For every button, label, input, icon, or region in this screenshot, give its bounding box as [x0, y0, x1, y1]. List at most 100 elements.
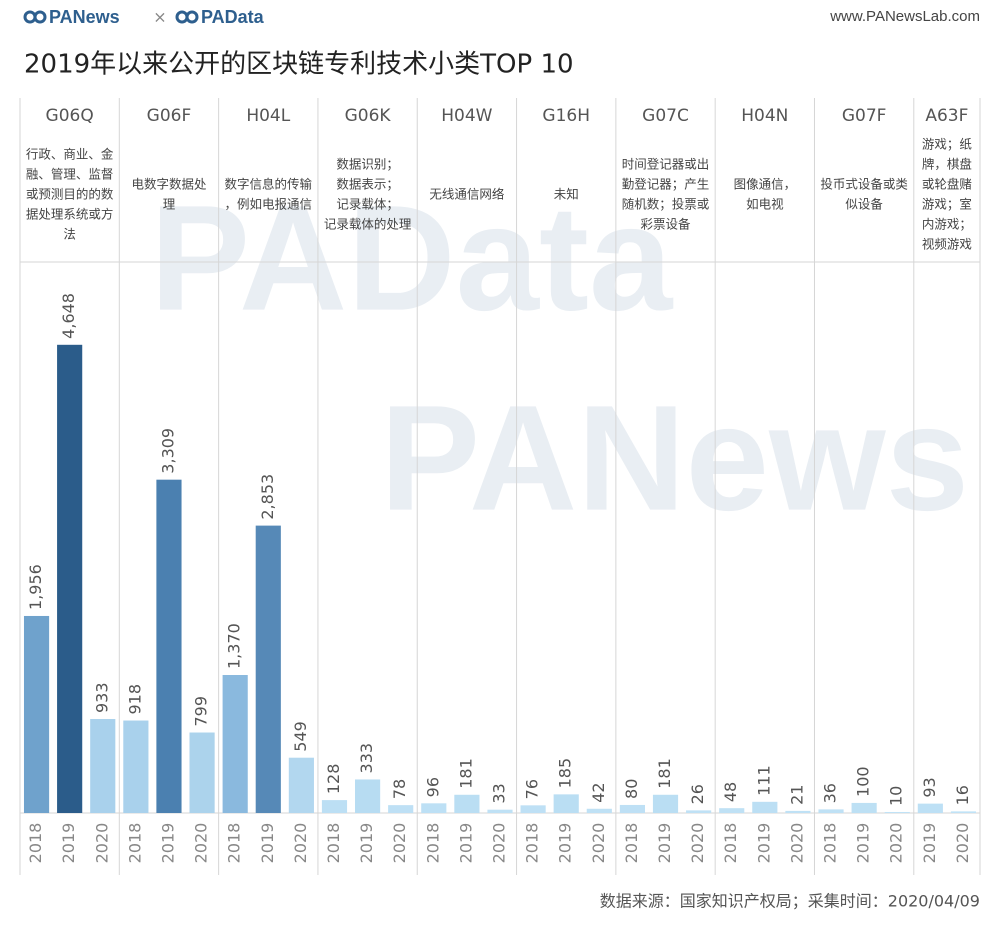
bar [123, 720, 149, 813]
x-tick-label: 2019 [59, 823, 78, 864]
panel-description: 无线通信网络 [429, 187, 505, 202]
bar [586, 808, 612, 813]
x-tick-label: 2019 [258, 823, 277, 864]
panel-description: 勤登记器；产生 [622, 177, 710, 192]
bar [553, 794, 579, 813]
bar [288, 757, 314, 813]
bar [917, 803, 943, 813]
logo-separator: × [153, 8, 166, 27]
x-tick-label: 2019 [655, 823, 674, 864]
panel-code: H04N [741, 106, 788, 126]
value-label: 48 [721, 782, 740, 802]
x-tick-label: 2018 [721, 823, 740, 864]
value-label: 549 [291, 721, 310, 752]
panel-code: H04L [246, 106, 290, 126]
value-label: 1,956 [26, 564, 45, 610]
panel-description: 或预测目的的数 [26, 187, 114, 202]
panel-description: 牌，棋盘 [922, 157, 972, 172]
value-label: 181 [655, 758, 674, 789]
value-label: 185 [556, 758, 575, 789]
panel-code: G07F [842, 106, 887, 126]
x-tick-label: 2020 [787, 823, 806, 864]
value-label: 111 [754, 765, 773, 796]
x-tick-label: 2020 [92, 823, 111, 864]
x-tick-label: 2020 [192, 823, 211, 864]
panel-description: ，例如电报通信 [225, 197, 313, 212]
value-label: 33 [490, 783, 509, 803]
value-label: 80 [622, 779, 641, 799]
bar [421, 803, 447, 813]
value-label: 181 [456, 758, 475, 789]
value-label: 333 [357, 743, 376, 774]
bar [23, 615, 50, 813]
chart-title: 2019年以来公开的区块链专利技术小类TOP 10 [24, 50, 574, 80]
panel-description: 记录载体； [336, 197, 399, 212]
value-label: 128 [324, 764, 343, 795]
bar [652, 794, 679, 813]
panel-description: 似设备 [845, 197, 883, 212]
x-tick-label: 2018 [622, 823, 641, 864]
value-label: 16 [953, 785, 972, 805]
x-tick-label: 2020 [887, 823, 906, 864]
value-label: 3,309 [158, 428, 177, 474]
panel-description: 数字信息的传输 [225, 177, 313, 192]
panel-description: 行政、商业、金 [26, 147, 114, 162]
x-tick-label: 2020 [953, 823, 972, 864]
panel-description: 或轮盘赌 [922, 177, 972, 192]
panel-description: 电数字数据处 [131, 177, 207, 192]
x-tick-label: 2020 [291, 823, 310, 864]
value-label: 100 [854, 766, 873, 797]
panel-description: 随机数；投票或 [622, 197, 710, 212]
bar [90, 719, 116, 813]
x-tick-label: 2018 [523, 823, 542, 864]
bar [619, 804, 645, 813]
x-tick-label: 2019 [357, 823, 376, 864]
panel-code: G07C [642, 106, 689, 126]
x-tick-label: 2018 [225, 823, 244, 864]
x-tick-label: 2019 [556, 823, 575, 864]
watermark: PANews [380, 374, 969, 542]
value-label: 918 [125, 684, 144, 715]
value-label: 78 [390, 779, 409, 799]
bar [57, 344, 83, 813]
x-tick-label: 2018 [821, 823, 840, 864]
panel-code: H04W [441, 106, 492, 126]
bar [255, 525, 281, 813]
panel-description: 时间登记器或出 [622, 157, 710, 172]
value-label: 933 [92, 682, 111, 713]
panel-description: 彩票设备 [641, 217, 692, 232]
value-label: 96 [423, 777, 442, 797]
panel-description: 投币式设备或类 [820, 177, 908, 192]
x-tick-label: 2019 [920, 823, 939, 864]
value-label: 36 [821, 783, 840, 803]
url: www.PANewsLab.com [829, 8, 980, 25]
panel-description: 游戏；室 [922, 197, 972, 212]
value-label: 42 [589, 782, 608, 802]
panel-description: 图像通信， [734, 177, 797, 192]
bar [785, 810, 811, 813]
logo-right-icon [175, 10, 199, 24]
bar [189, 732, 215, 813]
panel-description: 据处理系统或方 [26, 207, 114, 222]
bar [719, 808, 745, 813]
watermark: PAData [150, 174, 674, 342]
panel-code: A63F [925, 106, 968, 126]
bar [520, 805, 546, 813]
panel-description: 理 [163, 197, 176, 212]
x-tick-label: 2018 [125, 823, 144, 864]
logo-left-icon [23, 10, 47, 24]
panel-code: G06K [345, 106, 392, 126]
bar [752, 801, 778, 813]
bar [487, 809, 513, 813]
x-tick-label: 2020 [390, 823, 409, 864]
bar [884, 811, 910, 813]
bar [321, 800, 348, 813]
bar [156, 479, 182, 813]
panel-description: 数据表示； [336, 177, 399, 192]
bar [454, 794, 480, 813]
x-tick-label: 2020 [688, 823, 707, 864]
panel-description: 数据识别； [336, 157, 399, 172]
bar [222, 674, 248, 813]
panel-description: 融、管理、监督 [26, 167, 114, 182]
bar [686, 810, 712, 813]
